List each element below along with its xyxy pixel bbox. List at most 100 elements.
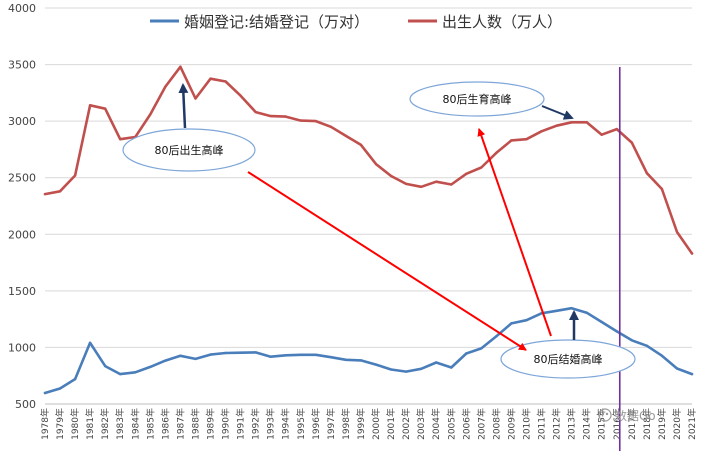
data-point [239, 351, 242, 354]
data-point [73, 377, 77, 381]
data-point [149, 113, 152, 116]
annotation-label: 80后结婚高峰 [534, 352, 603, 366]
x-tick-label: 1985年 [144, 408, 156, 440]
x-tick-label: 1992年 [250, 408, 262, 440]
x-tick-label: 1999年 [355, 408, 367, 440]
data-point [615, 330, 618, 333]
data-point [525, 138, 528, 141]
data-point [570, 121, 573, 124]
data-point [540, 130, 543, 133]
x-tick-label: 1988年 [189, 408, 201, 440]
x-tick-label: 1978年 [39, 408, 51, 440]
data-point [43, 391, 47, 395]
data-point [525, 319, 528, 322]
data-point [690, 372, 694, 376]
data-point [630, 339, 633, 342]
x-tick-label: 1994年 [280, 408, 292, 440]
annotation-label: 80后生育高峰 [443, 92, 512, 106]
data-point [284, 354, 287, 357]
x-tick-label: 2021年 [686, 408, 698, 440]
data-point [675, 230, 679, 234]
data-point [645, 172, 649, 175]
data-point [104, 364, 107, 368]
arrow-marriage-to-fertility [477, 128, 552, 337]
data-point [465, 172, 468, 175]
data-point [389, 368, 393, 371]
data-point [420, 185, 423, 188]
x-tick-label: 2018年 [641, 408, 653, 440]
data-point [164, 85, 167, 88]
data-point [344, 358, 348, 361]
y-tick-label: 1000 [8, 341, 36, 354]
data-point [585, 121, 588, 124]
data-point [269, 355, 272, 358]
y-tick-label: 4000 [8, 2, 36, 15]
x-tick-label: 1983年 [114, 408, 126, 440]
x-tick-label: 1998年 [340, 408, 352, 440]
data-point [630, 141, 633, 144]
x-tick-label: 2003年 [415, 408, 427, 440]
data-point [344, 134, 348, 138]
data-point [194, 357, 197, 361]
y-tick-label: 3500 [8, 59, 36, 72]
data-point [600, 133, 603, 136]
data-point [450, 183, 453, 186]
y-tick-label: 500 [15, 398, 36, 411]
data-point [224, 80, 227, 83]
legend-label-births: 出生人数（万人） [442, 13, 562, 31]
data-point [164, 359, 167, 362]
watermark-text: 数据Go [615, 408, 656, 423]
x-tick-label: 2004年 [430, 408, 442, 440]
x-tick-label: 2015年 [596, 408, 608, 440]
x-tick-label: 2006年 [460, 408, 472, 440]
x-tick-label: 1980年 [69, 408, 81, 440]
data-point [435, 180, 438, 183]
data-point [675, 367, 679, 370]
x-tick-label: 2000年 [370, 408, 382, 440]
x-tick-label: 1991年 [235, 408, 247, 440]
data-point [450, 366, 453, 369]
y-tick-label: 1500 [8, 285, 36, 298]
x-tick-label: 2009年 [505, 408, 517, 440]
data-point [88, 104, 92, 107]
data-point [570, 307, 573, 310]
x-tick-label: 2005年 [445, 408, 457, 440]
annotation-bubble [409, 81, 545, 117]
x-tick-label: 1981年 [84, 408, 96, 440]
series-line-1 [43, 65, 694, 255]
data-point [179, 65, 182, 69]
data-point [239, 94, 242, 97]
x-tick-label: 1989年 [205, 408, 217, 440]
y-tick-label: 2000 [8, 228, 36, 241]
data-point [179, 354, 182, 357]
x-tick-label: 1997年 [325, 408, 337, 440]
data-point [269, 114, 272, 118]
data-point [194, 97, 197, 100]
data-point [73, 174, 77, 177]
data-point [104, 107, 107, 110]
annotation-label: 80后出生高峰 [155, 143, 224, 157]
x-tick-label: 2013年 [566, 408, 578, 440]
data-point [480, 166, 483, 169]
data-point [495, 151, 498, 154]
data-point [119, 138, 122, 141]
x-tick-label: 2020年 [671, 408, 683, 440]
data-point [510, 322, 513, 325]
x-axis-ticks: 1978年 1979年 1980年 1981年 1982年 1983年 1984年 1985年… [39, 408, 698, 440]
x-tick-label: 1995年 [295, 408, 307, 440]
data-point [209, 353, 212, 356]
annotation-marriage-peak: 80后结婚高峰 [500, 339, 636, 379]
x-tick-label: 1990年 [220, 408, 232, 440]
data-point [119, 372, 122, 376]
gridlines [45, 7, 692, 405]
data-point [329, 125, 333, 128]
data-point [134, 371, 137, 374]
data-point [420, 367, 423, 370]
x-tick-label: 1993年 [265, 408, 277, 440]
annotation-fertility-peak: 80后生育高峰 [409, 81, 545, 117]
data-point [149, 365, 152, 369]
data-point [660, 354, 664, 357]
data-point [585, 311, 588, 314]
data-point [314, 119, 317, 123]
